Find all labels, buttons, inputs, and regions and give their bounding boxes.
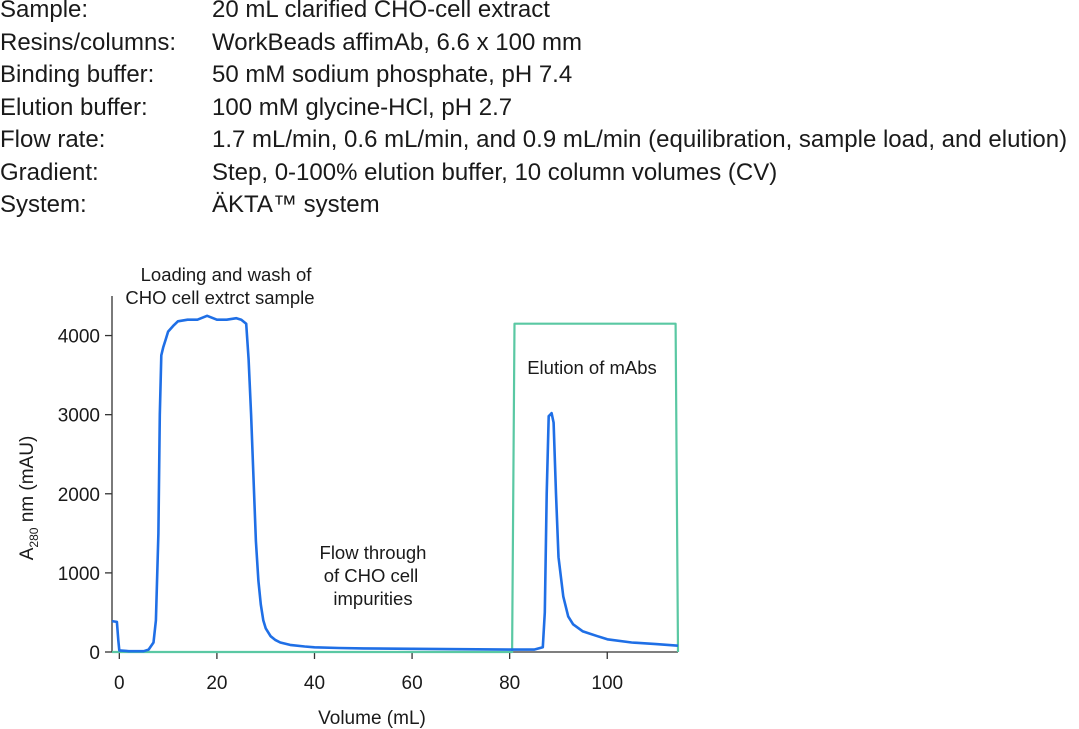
parameter-label: Gradient: xyxy=(0,158,99,186)
parameter-list: Sample: 20 mL clarified CHO-cell extract R… xyxy=(0,0,1067,222)
parameter-value: 1.7 mL/min, 0.6 mL/min, and 0.9 mL/min (… xyxy=(212,126,1068,153)
parameter-value: WorkBeads affimAb, 6.6 x 100 mm xyxy=(212,28,582,56)
parameter-label: Binding buffer: xyxy=(0,61,155,88)
parameter-row: Resins/columns: WorkBeads affimAb, 6.6 x … xyxy=(0,27,1067,60)
y-tick-label: 3000 xyxy=(58,406,100,427)
y-axis-label: A280 nm (mAU) xyxy=(17,436,41,561)
parameter-row: Gradient: Step, 0-100% elution buffer, 10… xyxy=(0,157,1067,190)
x-tick-label: 100 xyxy=(591,673,623,694)
series-layer xyxy=(111,314,680,654)
parameter-label: Sample: xyxy=(0,0,89,23)
x-tick-label: 60 xyxy=(402,673,423,694)
annotation-loading-line2: CHO cell extrct sample xyxy=(125,287,314,308)
y-tick-label: 1000 xyxy=(58,564,100,585)
x-tick-label: 0 xyxy=(114,673,125,694)
x-axis-label: Volume (mL) xyxy=(318,708,426,729)
parameter-value: 50 mM sodium phosphate, pH 7.4 xyxy=(212,61,573,88)
y-tick-label: 0 xyxy=(89,643,100,664)
parameter-row: System: ÄKTA™ system xyxy=(0,189,1067,222)
x-tick-label: 20 xyxy=(206,673,227,694)
x-tick-label: 80 xyxy=(499,673,520,694)
parameter-label: Flow rate: xyxy=(0,126,106,153)
annotation-flow-line1: Flow through xyxy=(320,542,427,563)
parameter-label: Elution buffer: xyxy=(0,93,148,121)
parameter-row: Binding buffer: 50 mM sodium phosphate, p… xyxy=(0,59,1067,92)
x-tick-label: 40 xyxy=(304,673,325,694)
annotation-loading-line1: Loading and wash of xyxy=(141,264,313,285)
annotation-elution: Elution of mAbs xyxy=(527,357,657,378)
parameter-label: System: xyxy=(0,191,87,218)
y-axis-label-subscript: 280 xyxy=(27,527,41,547)
annotation-flow-line2: of CHO cell xyxy=(324,565,419,586)
parameter-value: 20 mL clarified CHO-cell extract xyxy=(212,0,550,23)
y-tick-label: 4000 xyxy=(58,327,100,348)
parameter-value: Step, 0-100% elution buffer, 10 column v… xyxy=(212,158,778,186)
ticks: 0 1000 2000 3000 4000 0 20 40 60 80 100 xyxy=(58,327,623,694)
parameter-value: 100 mM glycine-HCl, pH 2.7 xyxy=(212,93,513,121)
series-line-elution-buffer xyxy=(112,322,680,654)
parameter-row: Elution buffer: 100 mM glycine-HCl, pH 2.… xyxy=(0,92,1067,125)
y-axis-label-main: A xyxy=(17,547,38,560)
series-line-uv-absorbance xyxy=(111,314,679,653)
parameter-value: ÄKTA™ system xyxy=(212,191,380,218)
parameter-row: Flow rate: 1.7 mL/min, 0.6 mL/min, and 0.… xyxy=(0,124,1067,157)
parameter-label: Resins/columns: xyxy=(0,28,177,56)
y-tick-label: 2000 xyxy=(58,485,100,506)
parameter-row: Sample: 20 mL clarified CHO-cell extract xyxy=(0,0,1067,27)
y-axis-label-rest: nm (mAU) xyxy=(17,436,38,528)
annotation-flow-line3: impurities xyxy=(333,588,412,609)
